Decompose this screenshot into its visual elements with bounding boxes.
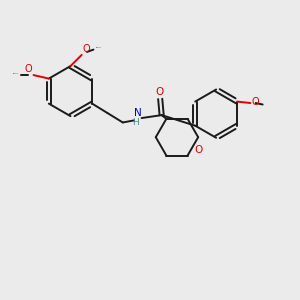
- Text: O: O: [155, 87, 163, 97]
- Text: O: O: [25, 64, 32, 74]
- Text: O: O: [83, 44, 91, 54]
- Text: H: H: [132, 118, 139, 127]
- Text: methoxy: methoxy: [95, 47, 102, 48]
- Text: methoxy: methoxy: [13, 73, 19, 74]
- Text: O: O: [251, 97, 259, 107]
- Text: O: O: [194, 145, 202, 154]
- Text: N: N: [134, 108, 141, 118]
